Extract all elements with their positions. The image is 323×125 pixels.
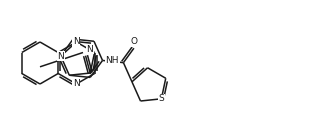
Text: N: N — [73, 80, 80, 88]
Text: N: N — [57, 52, 64, 60]
Text: N: N — [87, 45, 93, 54]
Text: NH: NH — [106, 56, 119, 65]
Text: N: N — [73, 38, 80, 46]
Text: O: O — [130, 37, 137, 46]
Text: S: S — [159, 94, 164, 103]
